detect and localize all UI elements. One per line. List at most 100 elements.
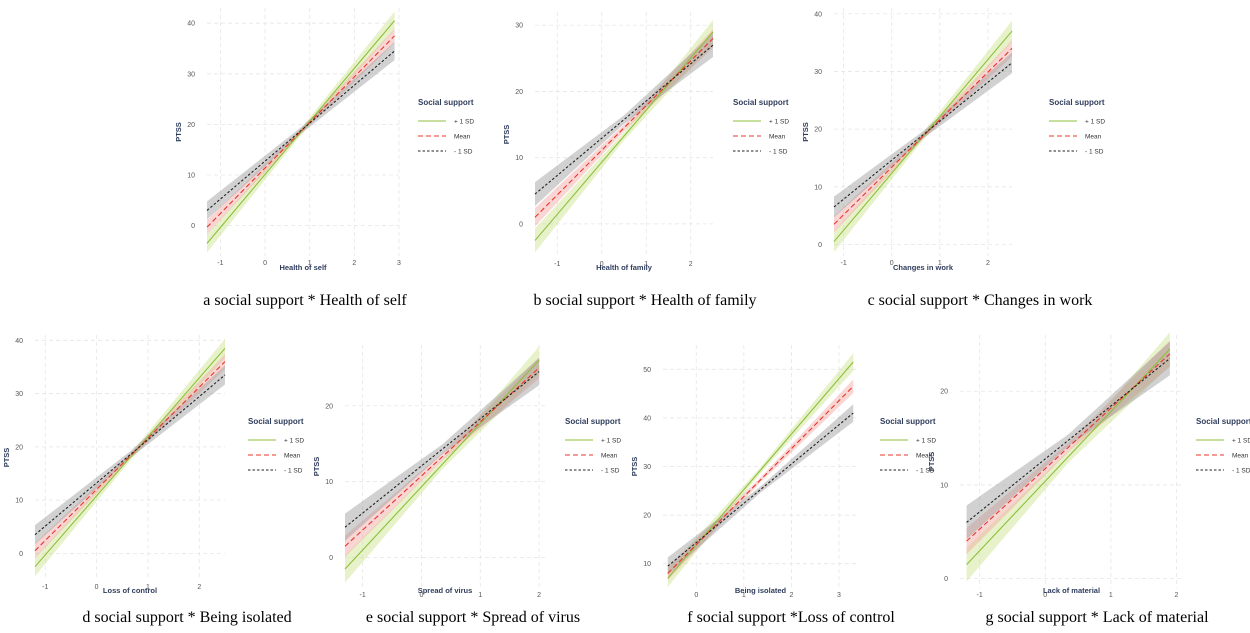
legend-label: Mean [769,134,786,141]
legend: Social support + 1 SD Mean - 1 SD [418,98,474,156]
series-line-plus-sd [344,359,540,570]
x-axis-label: Being isolated [735,586,787,595]
legend-label: + 1 SD [769,119,789,126]
y-tick-label: 10 [325,479,333,486]
legend: Social support + 1 SD Mean - 1 SD [733,98,789,156]
legend-label: - 1 SD [916,468,935,475]
y-tick-label: 0 [19,551,23,558]
y-tick-label: 50 [643,367,651,374]
series-line-mean [534,38,714,218]
x-tick-label: 2 [537,592,541,599]
series-line-mean [667,385,854,574]
series-line-mean [966,353,1171,542]
x-tick-label: 2 [197,584,201,591]
legend-title: Social support [1196,417,1250,426]
x-tick-label: 2 [986,260,990,267]
legend-label: + 1 SD [1085,119,1105,126]
panel-caption: b social support * Health of family [533,292,756,309]
y-tick-label: 0 [944,576,948,583]
x-axis-label: Changes in work [893,263,954,272]
x-tick-label: 3 [397,260,401,267]
legend-title: Social support [418,98,474,107]
x-tick-label: 0 [1043,592,1047,599]
legend-title: Social support [1049,98,1105,107]
confidence-band-minus-sd [667,404,854,575]
y-axis-label: PTSS [927,452,936,472]
legend-label: - 1 SD [1232,468,1250,475]
y-tick-label: 0 [818,242,822,249]
y-tick-label: 40 [15,338,23,345]
legend-label: + 1 SD [1232,438,1250,445]
legend-label: + 1 SD [454,119,474,126]
x-tick-label: 2 [352,260,356,267]
x-tick-label: 1 [146,584,150,591]
x-tick-label: 0 [420,592,424,599]
x-axis-label: Health of family [596,263,653,272]
legend: Social support + 1 SD Mean - 1 SD [880,417,936,475]
legend-label: Mean [1085,134,1102,141]
x-axis-label: Loss of control [103,586,157,595]
legend-label: Mean [601,453,618,460]
x-tick-label: 1 [742,592,746,599]
y-axis-label: PTSS [2,448,11,468]
series-line-mean [833,47,1013,225]
y-tick-label: 40 [814,11,822,18]
legend: Social support + 1 SD Mean - 1 SD [1196,417,1250,475]
confidence-band-minus-sd [345,357,540,541]
series-line-minus-sd [344,371,540,528]
y-tick-label: 20 [643,513,651,520]
y-tick-label: 10 [643,561,651,568]
y-tick-label: 20 [515,89,523,96]
x-tick-label: 2 [1174,592,1178,599]
x-tick-label: -1 [841,260,847,267]
x-tick-label: 1 [478,592,482,599]
y-tick-label: 30 [814,69,822,76]
x-tick-label: -1 [217,260,223,267]
y-tick-label: 10 [515,155,523,162]
x-tick-label: 1 [938,260,942,267]
legend-title: Social support [565,417,621,426]
legend-label: - 1 SD [769,149,788,156]
series-line-plus-sd [206,20,395,244]
y-tick-label: 10 [15,498,23,505]
legend-label: + 1 SD [601,438,621,445]
confidence-band-minus-sd [535,33,713,207]
y-tick-label: 0 [191,223,195,230]
x-tick-label: -1 [360,592,366,599]
y-tick-label: 10 [187,173,195,180]
x-tick-label: 1 [644,261,648,268]
legend-label: - 1 SD [1085,149,1104,156]
legend: Social support + 1 SD Mean - 1 SD [1049,98,1105,156]
series-line-plus-sd [966,348,1171,565]
legend-label: - 1 SD [601,468,620,475]
panel-caption: a social support * Health of self [203,292,407,309]
y-tick-label: 30 [15,391,23,398]
y-axis-label: PTSS [174,122,183,142]
confidence-band-mean [35,354,225,559]
x-tick-label: -1 [554,261,560,268]
series-line-plus-sd [833,30,1013,242]
y-axis-label: PTSS [801,122,810,142]
series-line-plus-sd [667,361,854,579]
y-axis-label: PTSS [502,125,511,145]
legend-label: + 1 SD [916,438,936,445]
series-line-plus-sd [34,347,226,568]
y-tick-label: 20 [940,389,948,396]
x-tick-label: 1 [1109,592,1113,599]
y-tick-label: 40 [643,415,651,422]
x-axis-label: Lack of material [1043,586,1100,595]
x-tick-label: 2 [789,592,793,599]
y-axis-label: PTSS [630,457,639,477]
legend-title: Social support [880,417,936,426]
legend-label: - 1 SD [454,149,473,156]
x-tick-label: 0 [263,260,267,267]
x-tick-label: 3 [837,592,841,599]
series-line-minus-sd [667,412,854,567]
